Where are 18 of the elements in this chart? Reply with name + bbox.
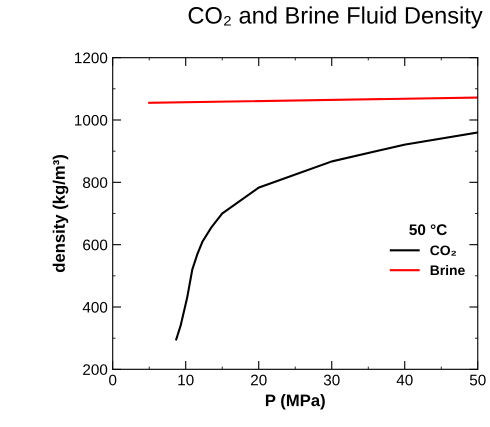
x-axis-title: P (MPa) bbox=[266, 394, 325, 410]
y-axis-title: density (kg/m³) bbox=[52, 155, 68, 272]
x-tick-label: 50 bbox=[470, 374, 486, 386]
y-tick-label: 600 bbox=[83, 240, 108, 250]
y-tick-label: 200 bbox=[83, 364, 108, 376]
legend-label: CO₂ bbox=[430, 245, 456, 256]
y-tick-label: 800 bbox=[83, 177, 108, 188]
x-tick-label: 40 bbox=[396, 374, 413, 386]
x-tick-label: 20 bbox=[250, 374, 267, 386]
chart-title: CO₂ and Brine Fluid Density bbox=[188, 6, 483, 28]
x-tick-label: 30 bbox=[324, 374, 340, 386]
legend-label: Brine bbox=[430, 264, 465, 276]
x-tick-label: 0 bbox=[109, 374, 116, 386]
y-tick-label: 1000 bbox=[75, 114, 108, 126]
legend-title: 50 °C bbox=[409, 224, 447, 236]
x-tick-label: 10 bbox=[178, 374, 194, 386]
y-tick-label: 400 bbox=[82, 302, 108, 313]
y-tick-label: 1200 bbox=[75, 52, 108, 64]
